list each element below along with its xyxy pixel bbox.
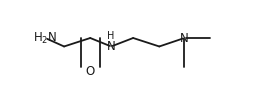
Text: H$_2$N: H$_2$N bbox=[33, 30, 57, 46]
Text: O: O bbox=[86, 65, 95, 78]
Text: H: H bbox=[107, 31, 115, 41]
Text: N: N bbox=[180, 32, 189, 45]
Text: N: N bbox=[107, 40, 116, 53]
